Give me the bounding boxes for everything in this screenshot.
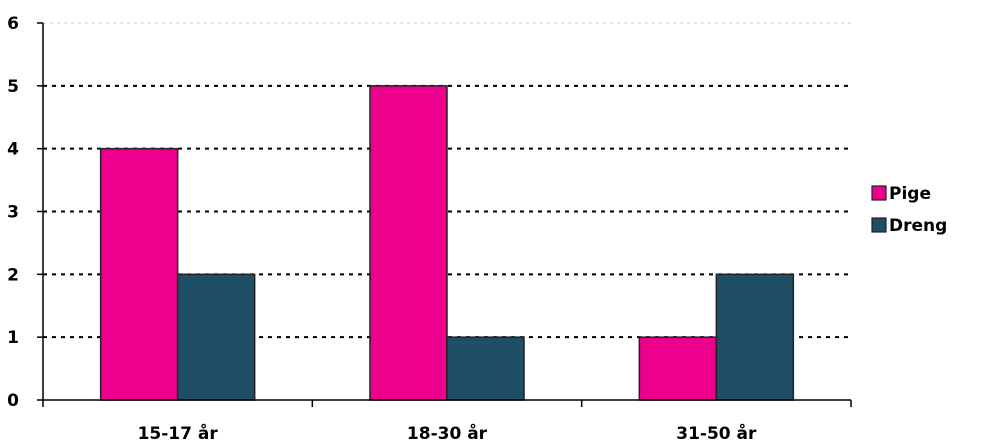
x-tick-labels: 15-17 år 18-30 år 31-50 år	[138, 422, 757, 444]
x-tick-label: 18-30 år	[407, 422, 488, 444]
bar-dreng	[176, 273, 256, 401]
y-tick-label: 6	[7, 14, 19, 34]
x-tick-label: 31-50 år	[676, 422, 757, 444]
legend-item-dreng: Dreng	[871, 216, 947, 236]
axes	[37, 22, 852, 407]
y-tick-label: 1	[7, 328, 19, 348]
bar-dreng	[446, 336, 525, 401]
bar-dreng	[715, 273, 795, 401]
y-tick-label: 3	[7, 203, 19, 223]
bars	[99, 85, 795, 401]
legend-item-pige: Pige	[871, 184, 931, 204]
x-tick-label: 15-17 år	[138, 422, 219, 444]
legend-swatch	[871, 217, 887, 233]
y-tick-label: 0	[7, 391, 19, 411]
legend-label: Dreng	[889, 216, 947, 236]
bar-pige	[369, 85, 448, 401]
y-tick-label: 2	[7, 265, 19, 285]
legend-swatch	[871, 185, 887, 201]
legend: Pige Dreng	[871, 184, 947, 236]
y-tick-label: 5	[7, 77, 19, 97]
bar-pige	[99, 147, 179, 401]
bar-pige	[638, 336, 718, 401]
legend-label: Pige	[889, 184, 931, 204]
gridlines	[43, 22, 851, 339]
y-tick-label: 4	[7, 140, 19, 160]
y-tick-labels: 0 1 2 3 4 5 6	[7, 14, 19, 411]
